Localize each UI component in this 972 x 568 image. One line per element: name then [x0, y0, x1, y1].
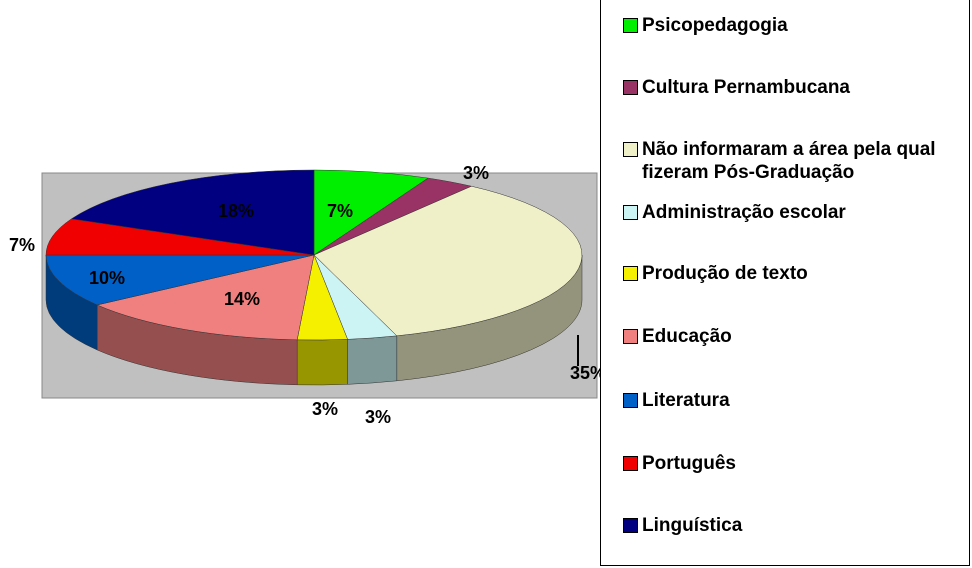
legend-label: Cultura Pernambucana: [642, 77, 850, 98]
legend-label: Psicopedagogia: [642, 15, 788, 36]
slice-side: [296, 339, 348, 386]
legend-label: Não informaram a área pela qual fizeram …: [642, 139, 936, 183]
legend-swatch: [623, 329, 638, 344]
slice: [45, 254, 315, 306]
data-label: 10%: [89, 268, 125, 288]
legend-label: Linguística: [642, 515, 743, 536]
legend-swatch: [623, 80, 638, 95]
data-label: 35%: [570, 363, 600, 383]
legend-swatch: [623, 518, 638, 533]
chart: 7% 3% 35% 3% 3% 14% 10% 7% 18%: [9, 163, 600, 427]
data-label: 7%: [9, 235, 35, 255]
legend-item: Cultura Pernambucana: [623, 76, 972, 99]
slice: [45, 218, 315, 256]
legend-item: Linguística: [623, 514, 972, 537]
data-label: 14%: [224, 289, 260, 309]
legend-swatch: [623, 266, 638, 281]
data-label: 7%: [327, 201, 353, 221]
legend-label: Administração escolar: [642, 202, 846, 223]
legend-swatch: [623, 18, 638, 33]
slice-side: [347, 335, 398, 385]
data-label: 3%: [365, 407, 391, 427]
data-label: 18%: [218, 201, 254, 221]
slice: [96, 254, 315, 341]
legend-label: Educação: [642, 326, 732, 347]
legend-item: Educação: [623, 325, 972, 348]
legend-swatch: [623, 205, 638, 220]
legend-swatch: [623, 393, 638, 408]
legend-label: Literatura: [642, 390, 730, 411]
legend-item: Não informaram a área pela qual fizeram …: [623, 138, 972, 184]
slice: [70, 169, 315, 256]
legend-swatch: [623, 456, 638, 471]
legend-item: Literatura: [623, 389, 972, 412]
legend-label: Produção de texto: [642, 263, 808, 284]
slice: [313, 185, 583, 337]
legend-item: Psicopedagogia: [623, 14, 972, 37]
slice: [313, 169, 429, 256]
legend-item: Administração escolar: [623, 201, 972, 224]
legend-item: Português: [623, 452, 972, 475]
data-label: 3%: [463, 163, 489, 183]
data-label: 3%: [312, 399, 338, 419]
legend: Psicopedagogia Cultura Pernambucana Não in…: [600, 0, 970, 566]
legend-label: Português: [642, 453, 736, 474]
legend-item: Produção de texto: [623, 262, 972, 285]
legend-swatch: [623, 142, 638, 157]
